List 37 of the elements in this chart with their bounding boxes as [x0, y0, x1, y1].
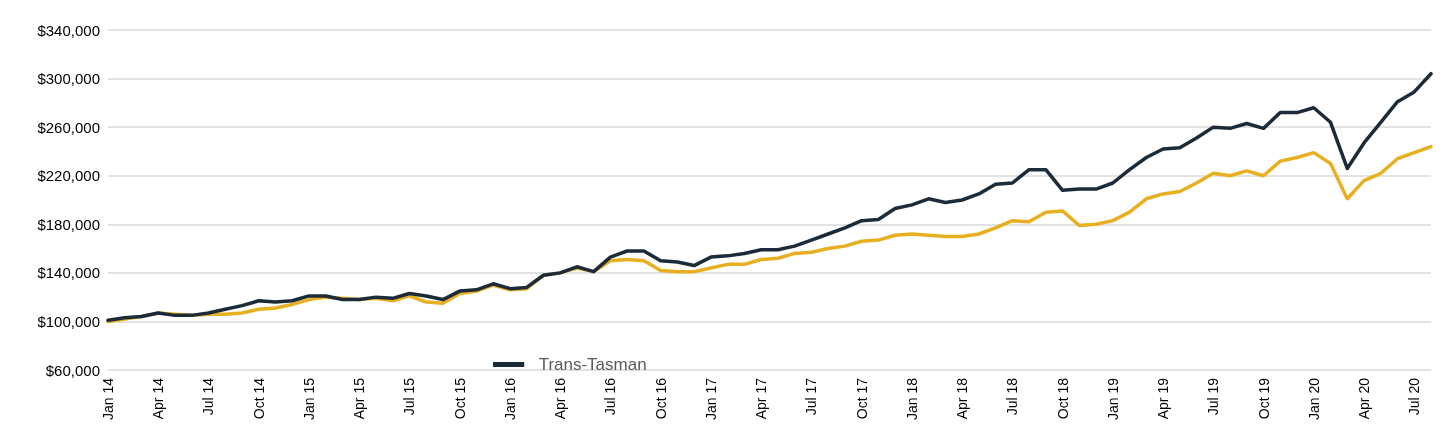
line-series: [106, 71, 1433, 322]
x-tick-label: Apr 16: [552, 377, 569, 420]
x-tick-label: Jan 14: [100, 377, 116, 421]
x-tick-label: Oct 14: [250, 377, 267, 420]
x-tick-label: Oct 19: [1255, 377, 1272, 420]
x-tick-label: Jul 20: [1406, 377, 1423, 416]
y-tick-label: $180,000: [37, 215, 100, 233]
x-tick-label: Apr 17: [753, 377, 770, 420]
y-tick-label: $300,000: [37, 70, 100, 88]
x-tick-label: Oct 16: [652, 377, 669, 420]
y-tick-label: $100,000: [37, 312, 100, 330]
x-tick-label: Jul 17: [803, 377, 820, 416]
x-tick-label: Jan 19: [1104, 377, 1121, 421]
x-tick-label: Apr 15: [351, 377, 368, 420]
x-tick-label: Jan 15: [300, 377, 317, 421]
legend-label: Trans-Tasman: [538, 355, 647, 374]
x-tick-label: Jul 14: [200, 377, 217, 416]
y-tick-label: $340,000: [37, 21, 100, 39]
x-tick-label: Oct 17: [853, 377, 870, 420]
y-tick-label: $140,000: [37, 264, 100, 282]
x-tick-label: Apr 18: [954, 377, 971, 420]
x-tick-label: Oct 18: [1054, 377, 1071, 420]
x-tick-label: Jan 18: [903, 377, 920, 421]
x-tick-label: Jan 20: [1305, 377, 1322, 421]
x-tick-label: Jul 16: [602, 377, 619, 416]
x-tick-label: Apr 14: [150, 377, 167, 420]
y-tick-label: $60,000: [45, 361, 100, 379]
x-tick-label: Apr 20: [1356, 377, 1373, 420]
y-tick-label: $220,000: [37, 167, 100, 185]
x-tick-label: Jan 16: [501, 377, 518, 421]
x-tick-label: Apr 19: [1155, 377, 1172, 420]
x-tick-label: Jul 18: [1004, 377, 1021, 416]
x-tick-label: Jul 19: [1205, 377, 1222, 416]
x-tick-label: Jan 17: [702, 377, 719, 421]
x-tick-label: Oct 15: [451, 377, 468, 420]
x-tick-label: Jul 15: [401, 377, 418, 416]
y-tick-label: $260,000: [37, 118, 100, 136]
